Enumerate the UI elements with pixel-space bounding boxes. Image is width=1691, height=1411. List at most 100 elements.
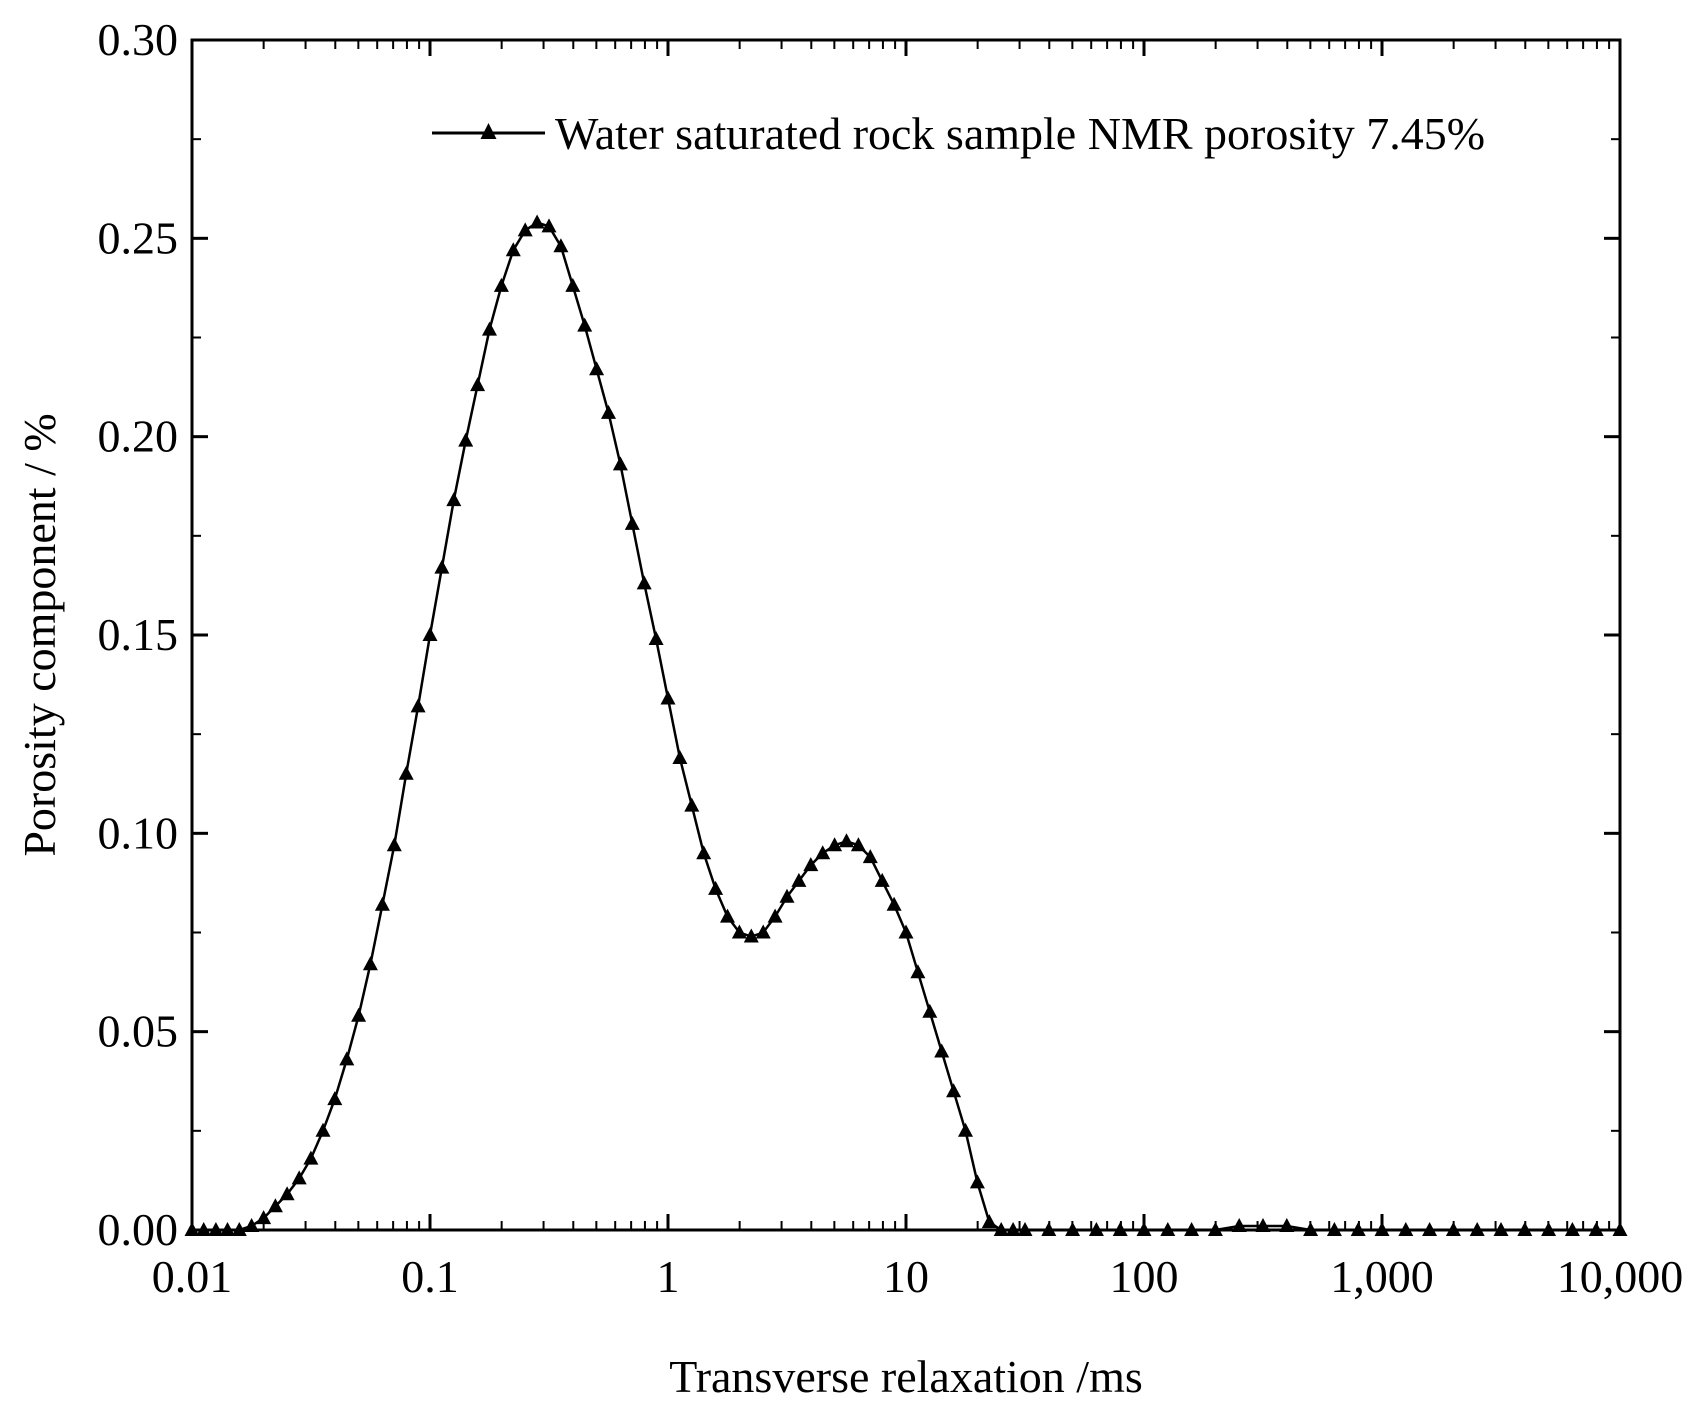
data-point-marker: [1445, 1222, 1461, 1236]
data-point-marker: [922, 1003, 938, 1018]
data-point-marker: [577, 317, 593, 332]
y-axis-tick-labels: 0.00 0.05 0.10 0.15 0.20 0.25 0.30: [98, 14, 179, 1255]
data-point-marker: [434, 559, 450, 574]
data-point-marker: [1184, 1222, 1200, 1236]
data-point-marker: [791, 872, 807, 887]
data-point-marker: [208, 1222, 224, 1236]
x-tick-label: 0.01: [152, 1251, 233, 1302]
data-point-marker: [220, 1222, 235, 1236]
data-point-marker: [1207, 1222, 1223, 1236]
data-point-marker: [541, 218, 557, 233]
data-point-marker: [267, 1198, 283, 1213]
data-point-marker: [291, 1170, 307, 1185]
data-point-marker: [636, 575, 652, 590]
data-point-marker: [1374, 1222, 1390, 1236]
data-point-marker: [422, 627, 438, 641]
data-point-marker: [803, 857, 819, 872]
data-point-marker: [517, 222, 533, 237]
data-point-marker: [1350, 1222, 1366, 1236]
data-point-marker: [898, 924, 914, 939]
y-tick-label: 0.20: [98, 411, 179, 462]
data-point-marker: [779, 888, 795, 903]
data-point-marker: [767, 908, 783, 923]
data-point-marker: [589, 361, 605, 376]
data-point-marker: [1279, 1218, 1295, 1232]
data-point-marker: [731, 924, 747, 939]
data-point-marker: [648, 631, 664, 645]
data-point-marker: [327, 1091, 343, 1106]
data-point-marker: [1422, 1222, 1438, 1236]
y-tick-label: 0.15: [98, 609, 179, 660]
data-point-marker: [184, 1222, 200, 1236]
data-point-marker: [386, 837, 402, 852]
data-point-marker: [946, 1083, 962, 1098]
data-point-marker: [1136, 1222, 1152, 1236]
data-point-marker: [720, 908, 735, 923]
data-point-marker: [196, 1222, 212, 1236]
x-axis-ticks: [190, 40, 1622, 1230]
data-point-marker: [958, 1122, 973, 1137]
data-point-marker: [660, 690, 676, 705]
data-point-marker: [850, 837, 866, 852]
x-axis-title: Transverse relaxation /ms: [669, 1351, 1143, 1402]
data-point-marker: [362, 956, 378, 971]
data-point-marker: [529, 214, 545, 229]
y-axis-title: Porosity component / %: [14, 413, 65, 856]
data-point-marker: [231, 1222, 247, 1236]
data-point-marker: [708, 880, 724, 895]
y-axis-ticks: [192, 38, 1620, 1232]
x-tick-label: 1,000: [1330, 1251, 1434, 1302]
data-point-marker: [886, 896, 902, 911]
data-point-marker: [1612, 1222, 1628, 1236]
data-point-marker: [1255, 1218, 1271, 1232]
data-point-marker: [684, 797, 700, 812]
data-point-marker: [981, 1214, 997, 1229]
data-point-marker: [815, 845, 831, 860]
y-tick-label: 0.00: [98, 1204, 179, 1255]
data-point-marker: [743, 928, 759, 943]
data-point-marker: [470, 377, 486, 392]
data-point-marker: [1065, 1222, 1081, 1236]
x-tick-label: 1: [657, 1251, 680, 1302]
data-point-marker: [601, 404, 616, 419]
data-point-marker: [1588, 1222, 1604, 1236]
data-point-marker: [1041, 1222, 1057, 1236]
data-point-marker: [969, 1174, 985, 1189]
data-point-marker: [256, 1210, 272, 1225]
x-tick-label: 10: [883, 1251, 929, 1302]
y-tick-label: 0.10: [98, 807, 179, 858]
data-point-marker: [493, 277, 509, 292]
data-point-marker: [244, 1218, 260, 1232]
x-axis-tick-labels: 0.01 0.1 1 10 100 1,000 10,000: [152, 1251, 1684, 1302]
legend-marker-sample: [480, 123, 497, 139]
data-point-marker: [827, 837, 843, 852]
data-point-marker: [672, 750, 688, 764]
data-point-marker: [1160, 1222, 1176, 1236]
data-point-marker: [1541, 1222, 1557, 1236]
data-point-marker: [446, 492, 462, 507]
data-point-marker: [1088, 1222, 1104, 1236]
y-tick-label: 0.25: [98, 212, 179, 263]
data-point-marker: [910, 964, 926, 979]
data-point-marker: [505, 242, 521, 257]
data-point-marker: [1303, 1222, 1319, 1236]
data-point-marker: [624, 515, 640, 530]
data-point-marker: [565, 277, 581, 292]
data-point-marker: [1017, 1222, 1033, 1236]
data-point-marker: [303, 1150, 319, 1165]
data-point-marker: [374, 896, 390, 911]
data-point-marker: [279, 1186, 295, 1201]
data-point-marker: [874, 872, 890, 887]
legend-entry: Water saturated rock sample NMR porosity…: [555, 108, 1485, 159]
data-point-marker: [1326, 1222, 1342, 1236]
data-point-marker: [1231, 1218, 1247, 1232]
y-tick-label: 0.05: [98, 1006, 179, 1057]
data-point-marker: [553, 238, 569, 253]
data-point-marker: [934, 1043, 950, 1058]
y-tick-label: 0.30: [98, 14, 179, 65]
x-tick-label: 10,000: [1557, 1251, 1684, 1302]
data-point-marker: [482, 321, 497, 336]
data-point-marker: [398, 765, 414, 780]
data-point-marker: [458, 432, 474, 447]
